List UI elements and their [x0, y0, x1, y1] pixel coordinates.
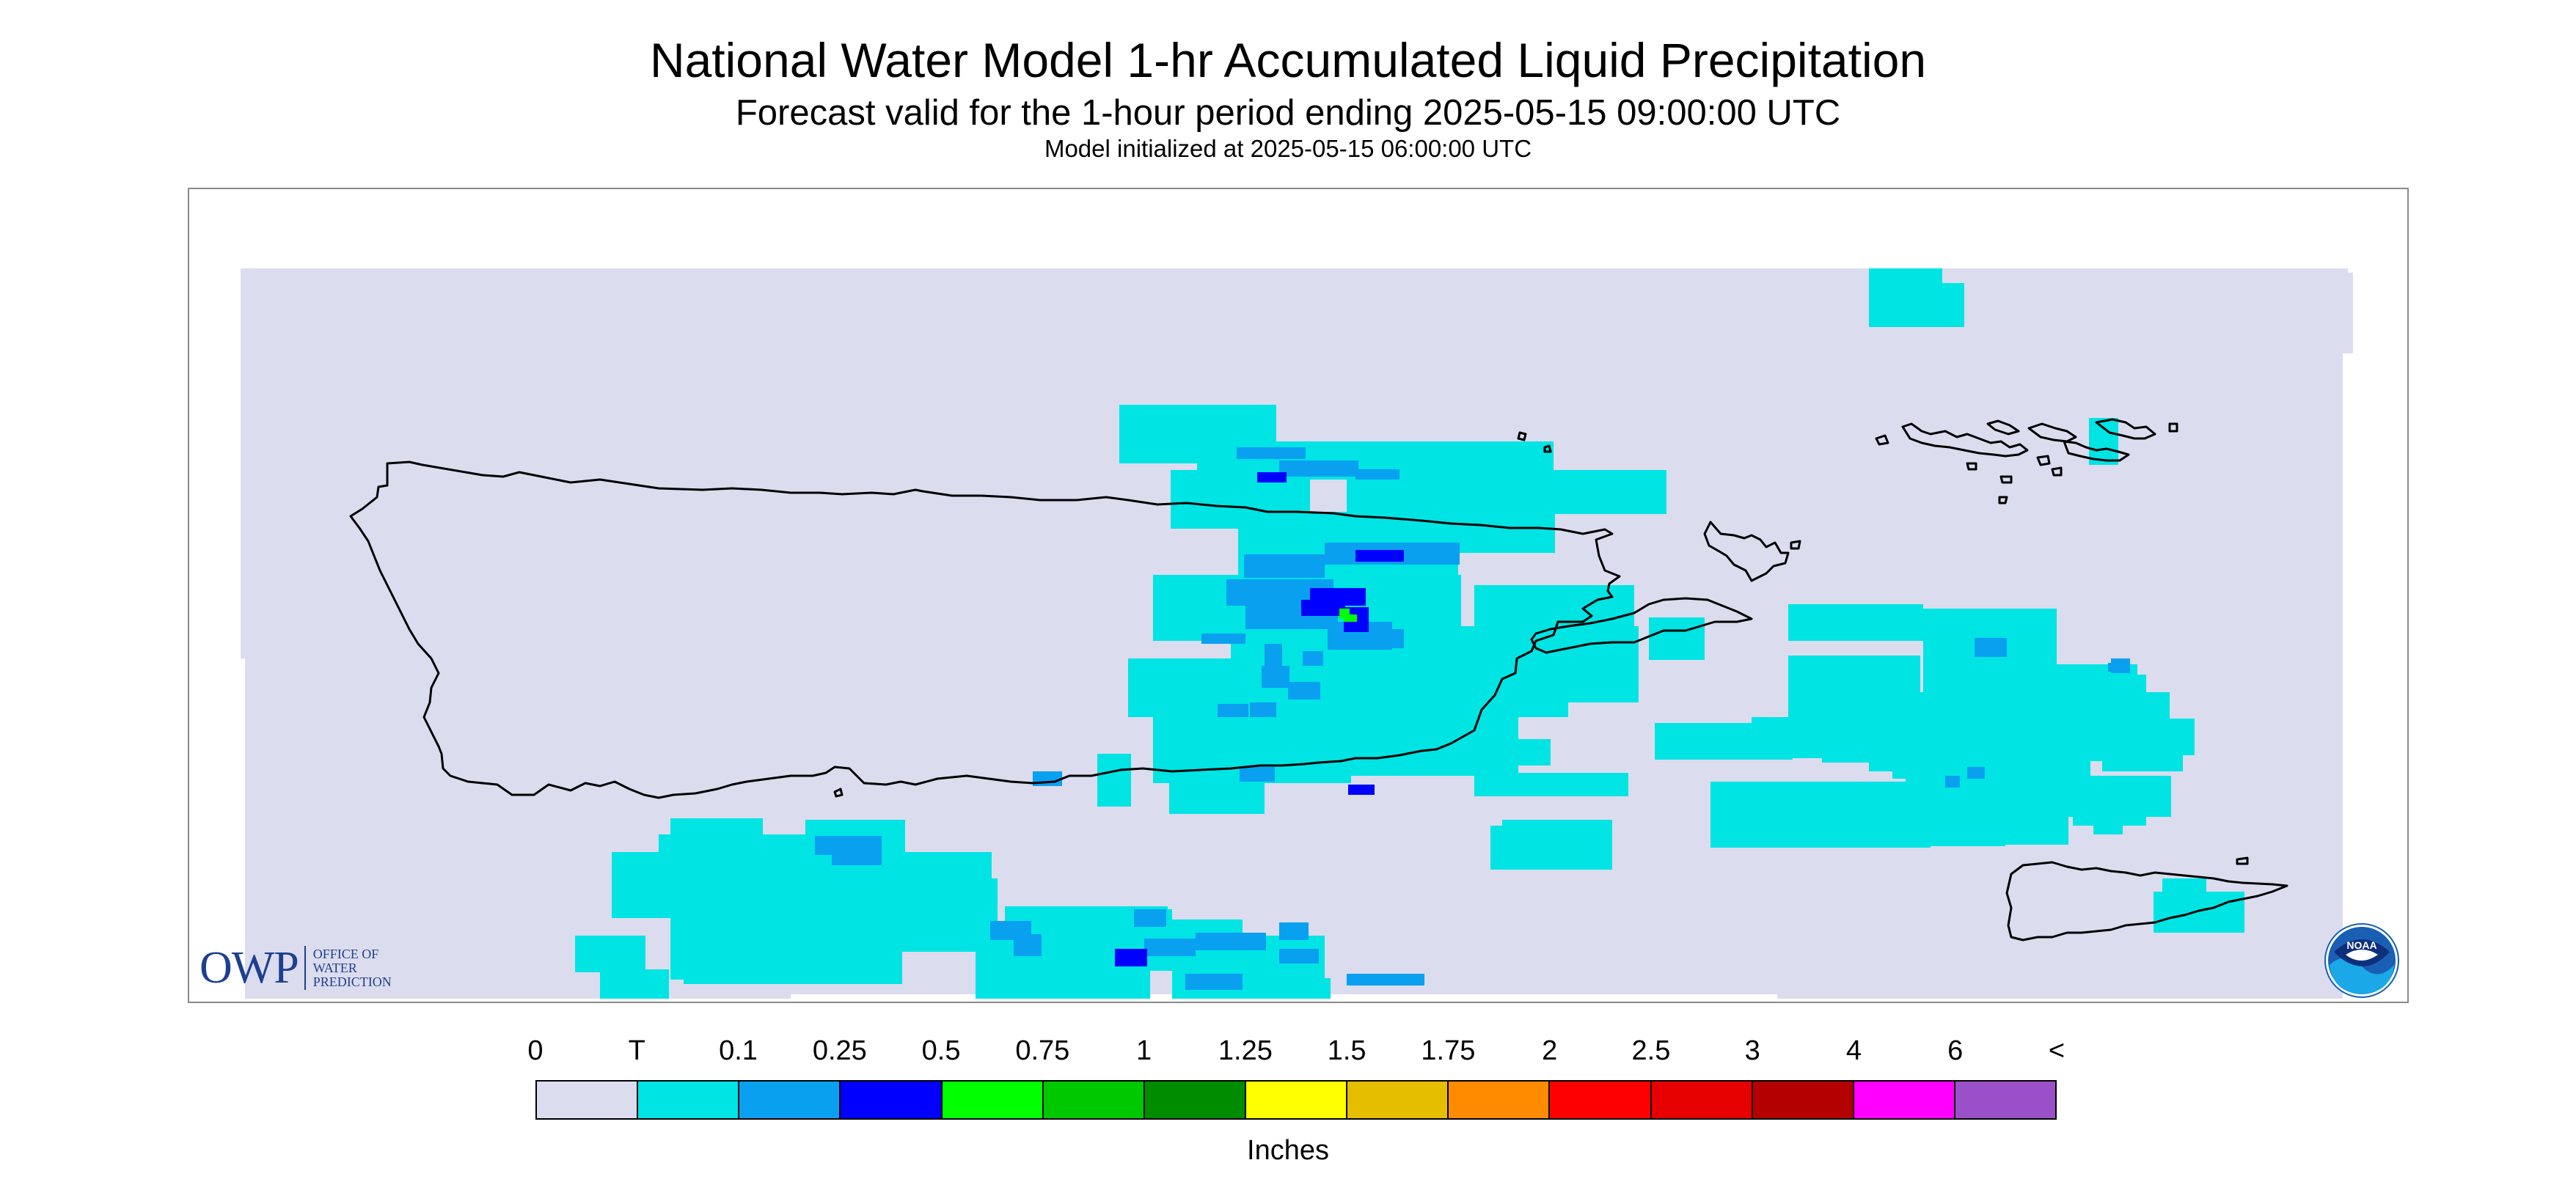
precip-0.5-areas: [1339, 609, 1357, 622]
precipitation-map: [241, 268, 2353, 1002]
owp-logo: OWP OFFICE OF WATER PREDICTION: [200, 943, 392, 993]
legend-swatch-5: [1043, 1082, 1145, 1118]
coastline-virgin-islands: [1875, 418, 2178, 504]
coastline-outlines: [349, 418, 2288, 941]
coastline-small-isle: [833, 788, 844, 798]
legend-swatch-0: [537, 1082, 639, 1118]
legend-colorbar: [535, 1080, 2057, 1120]
legend-swatch-11: [1651, 1082, 1753, 1118]
legend-units-label: Inches: [1247, 1135, 1329, 1166]
legend-tick-label: 1: [1136, 1035, 1152, 1066]
legend-swatch-3: [841, 1082, 943, 1118]
owp-sub-line-2: WATER: [312, 960, 357, 975]
legend-tick-label: 0: [527, 1035, 544, 1066]
legend-swatch-13: [1854, 1082, 1955, 1118]
legend-swatch-12: [1752, 1082, 1854, 1118]
legend-swatch-14: [1955, 1082, 2056, 1118]
map-frame: [188, 188, 2409, 1003]
legend-tick-label: 2.5: [1631, 1035, 1671, 1066]
legend-tick-label: 3: [1744, 1035, 1760, 1066]
model-init-line: Model initialized at 2025-05-15 06:00:00…: [1044, 135, 1532, 162]
legend-tick-label: 6: [1947, 1035, 1964, 1066]
legend-swatch-8: [1347, 1082, 1449, 1118]
legend-tick-label: 1.5: [1327, 1035, 1366, 1066]
legend-tick-label: 0.5: [921, 1035, 961, 1066]
legend-tick-label: 4: [1845, 1035, 1862, 1066]
legend-tick-label: 2: [1542, 1035, 1558, 1066]
legend-swatch-2: [739, 1082, 841, 1118]
map-title: National Water Model 1-hr Accumulated Li…: [649, 33, 1927, 87]
owp-wordmark: OWP: [200, 942, 299, 993]
precip-0.25-areas: [1115, 472, 1404, 966]
legend-swatch-1: [638, 1082, 740, 1118]
legend-tick-label: 1.25: [1218, 1035, 1273, 1066]
coastline-st-croix: [2005, 856, 2288, 941]
precip-trace-areas: [575, 268, 2244, 999]
legend-swatch-7: [1245, 1082, 1348, 1118]
owp-sub-line-3: PREDICTION: [312, 974, 392, 989]
map-subtitle: Forecast valid for the 1-hour period end…: [735, 93, 1841, 133]
coastline-small-isle-2: [1517, 431, 1552, 453]
legend-tick-label: 1.75: [1421, 1035, 1476, 1066]
noaa-logo-icon: NOAA: [2324, 923, 2399, 998]
legend-tick-label: T: [628, 1035, 645, 1066]
legend-swatch-4: [942, 1082, 1044, 1118]
legend-swatch-10: [1550, 1082, 1652, 1118]
owp-sub-line-1: OFFICE OF: [312, 946, 379, 961]
legend-tick-label: 0.75: [1015, 1035, 1070, 1066]
precip-0.1-areas: [815, 447, 2130, 990]
legend-tick-label: <: [2048, 1035, 2065, 1066]
legend-swatch-6: [1144, 1082, 1246, 1118]
noaa-logo-text: NOAA: [2346, 939, 2376, 951]
coastline-puerto-rico: [349, 460, 1621, 799]
owp-subtext: OFFICE OF WATER PREDICTION: [313, 947, 392, 989]
legend-tick-label: 0.25: [812, 1035, 867, 1066]
owp-divider: [304, 946, 306, 990]
legend-tick-label: 0.1: [719, 1035, 758, 1066]
coastline-culebra: [1703, 521, 1801, 582]
legend-swatch-9: [1449, 1082, 1551, 1118]
coastline-vieques: [1530, 597, 1753, 654]
